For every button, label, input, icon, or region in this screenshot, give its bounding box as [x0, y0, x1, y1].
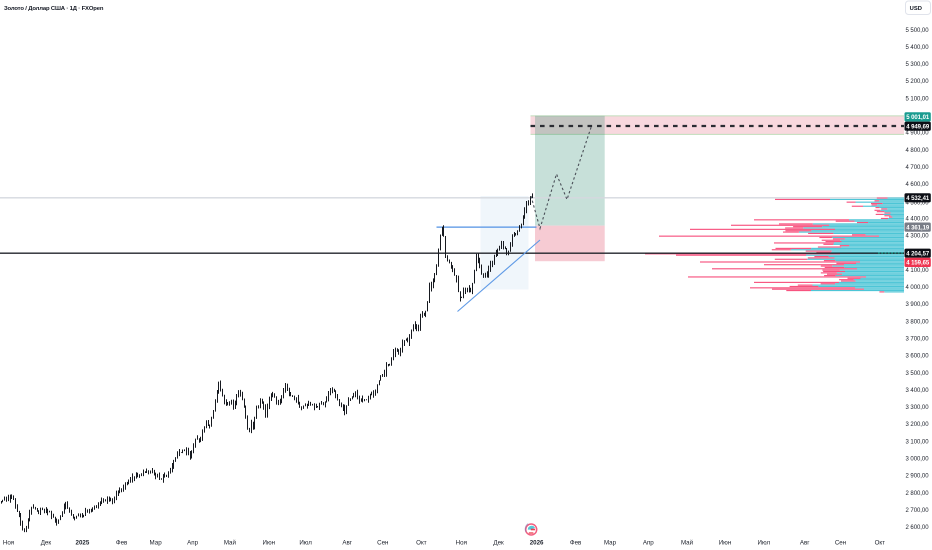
svg-text:2026: 2026 — [530, 540, 544, 547]
svg-text:Золото / Доллар США · 1Д · FXO: Золото / Доллар США · 1Д · FXOpen — [4, 6, 104, 12]
svg-text:3 400,00: 3 400,00 — [906, 388, 930, 394]
svg-text:4 700,00: 4 700,00 — [906, 165, 930, 171]
svg-text:4 532,41: 4 532,41 — [906, 196, 930, 202]
svg-text:4 100,00: 4 100,00 — [906, 268, 930, 274]
svg-text:5 001,01: 5 001,01 — [906, 115, 930, 121]
svg-text:Авг: Авг — [800, 540, 810, 547]
svg-text:3 900,00: 3 900,00 — [906, 302, 930, 308]
svg-text:4 204,57: 4 204,57 — [906, 251, 930, 257]
svg-text:3 000,00: 3 000,00 — [906, 457, 930, 463]
svg-text:Июн: Июн — [719, 540, 732, 547]
svg-text:Сен: Сен — [377, 540, 388, 547]
svg-text:2 900,00: 2 900,00 — [906, 474, 930, 480]
svg-text:Июл: Июл — [299, 540, 312, 547]
svg-text:2 600,00: 2 600,00 — [906, 525, 930, 531]
svg-text:Июл: Июл — [758, 540, 771, 547]
svg-text:Фев: Фев — [116, 540, 128, 547]
svg-text:Фев: Фев — [570, 540, 582, 547]
svg-text:5 500,00: 5 500,00 — [906, 28, 930, 34]
svg-text:Ноя: Ноя — [456, 540, 467, 547]
svg-text:4 900,00: 4 900,00 — [906, 131, 930, 137]
svg-text:4 800,00: 4 800,00 — [906, 148, 930, 154]
svg-text:Мар: Мар — [150, 540, 163, 547]
svg-text:2025: 2025 — [76, 540, 90, 547]
svg-text:Апр: Апр — [643, 540, 654, 547]
svg-text:Май: Май — [681, 540, 694, 547]
svg-text:Авг: Авг — [342, 540, 352, 547]
svg-text:3 100,00: 3 100,00 — [906, 439, 930, 445]
svg-text:Дек: Дек — [493, 540, 504, 547]
svg-text:Сен: Сен — [835, 540, 846, 547]
svg-text:3 200,00: 3 200,00 — [906, 422, 930, 428]
svg-text:Ноя: Ноя — [3, 540, 14, 547]
svg-text:5 200,00: 5 200,00 — [906, 79, 930, 85]
svg-text:4 600,00: 4 600,00 — [906, 182, 930, 188]
svg-text:2 700,00: 2 700,00 — [906, 508, 930, 514]
svg-text:Дек: Дек — [41, 540, 52, 547]
svg-text:3 600,00: 3 600,00 — [906, 354, 930, 360]
svg-text:3 800,00: 3 800,00 — [906, 319, 930, 325]
svg-text:4 300,00: 4 300,00 — [906, 234, 930, 240]
svg-text:Окт: Окт — [875, 540, 886, 547]
svg-text:4 400,00: 4 400,00 — [906, 216, 930, 222]
svg-text:4 000,00: 4 000,00 — [906, 285, 930, 291]
svg-text:USD: USD — [910, 6, 922, 12]
svg-text:5 400,00: 5 400,00 — [906, 45, 930, 51]
svg-text:5 100,00: 5 100,00 — [906, 96, 930, 102]
svg-text:4 159,65: 4 159,65 — [906, 261, 930, 267]
svg-text:2 800,00: 2 800,00 — [906, 491, 930, 497]
svg-text:Июн: Июн — [263, 540, 276, 547]
svg-text:4 361,19: 4 361,19 — [906, 225, 930, 231]
svg-text:Май: Май — [224, 540, 237, 547]
svg-text:5 300,00: 5 300,00 — [906, 62, 930, 68]
svg-text:4 500,00: 4 500,00 — [906, 201, 930, 207]
svg-text:3 300,00: 3 300,00 — [906, 405, 930, 411]
svg-text:3 500,00: 3 500,00 — [906, 371, 930, 377]
svg-text:Мар: Мар — [604, 540, 617, 547]
svg-text:3 700,00: 3 700,00 — [906, 337, 930, 343]
svg-text:Окт: Окт — [416, 540, 427, 547]
svg-text:Апр: Апр — [187, 540, 198, 547]
svg-text:4 949,69: 4 949,69 — [906, 124, 930, 130]
